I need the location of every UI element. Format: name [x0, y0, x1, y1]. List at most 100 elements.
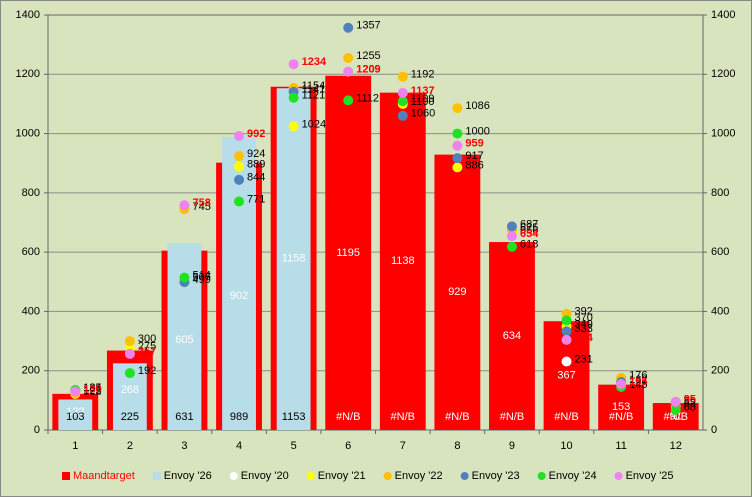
x-tick-label: 4 [236, 440, 242, 452]
point-label: 134 [83, 382, 101, 394]
y2-tick-label: 800 [711, 187, 729, 199]
point-label: 176 [629, 370, 647, 382]
x-tick-label: 12 [670, 440, 682, 452]
y-tick-label: 1200 [16, 68, 40, 80]
point [124, 336, 135, 347]
point-label: 392 [575, 306, 593, 318]
x-tick-label: 6 [345, 440, 351, 452]
bar [222, 136, 256, 430]
point-label: 130 [83, 383, 101, 395]
point [124, 348, 135, 359]
point [561, 356, 572, 367]
y-tick-label: 400 [22, 305, 40, 317]
bar-label: 634 [503, 330, 521, 342]
bar-label: 1195 [336, 247, 360, 259]
bar [58, 399, 93, 430]
point-label: 1141 [302, 84, 326, 96]
y2-tick-label: 1400 [711, 9, 735, 21]
point-label: 514 [192, 270, 210, 282]
bar-label: #N/B [445, 411, 469, 423]
point [124, 368, 135, 379]
point-label: 162 [629, 374, 647, 386]
legend-swatch [460, 472, 469, 480]
bar-label: 989 [230, 411, 248, 423]
x-tick-label: 2 [127, 440, 133, 452]
y2-tick-label: 200 [711, 365, 729, 377]
point-label: 192 [138, 365, 156, 377]
point-label: 1357 [356, 20, 380, 32]
point-label: 1234 [302, 56, 327, 68]
point [234, 151, 245, 162]
legend-label: Envoy '26 [164, 470, 212, 482]
y2-tick-label: 400 [711, 305, 729, 317]
point [343, 66, 354, 77]
bar-label: 631 [175, 411, 193, 423]
point-label: 349 [575, 318, 593, 330]
point-label: 1109 [411, 93, 435, 105]
point [179, 272, 190, 283]
point-label: 666 [520, 224, 538, 236]
bar-label: 1158 [282, 252, 306, 264]
x-tick-label: 8 [454, 440, 460, 452]
point-label: 1100 [411, 96, 435, 108]
point [561, 326, 572, 337]
point-label: 1121 [302, 90, 326, 102]
point [397, 71, 408, 82]
point [343, 52, 354, 63]
point-label: 917 [465, 150, 483, 162]
point-label: 1192 [411, 69, 435, 81]
y2-tick-label: 1200 [711, 68, 735, 80]
point [234, 161, 245, 172]
bar-label: #N/B [336, 411, 360, 423]
point-label: 654 [520, 228, 539, 240]
point-label: 758 [192, 197, 210, 209]
point [561, 315, 572, 326]
point-label: 68 [684, 402, 696, 414]
legend-swatch [383, 472, 392, 480]
y2-tick-label: 1000 [711, 127, 735, 139]
point-label: 89 [684, 396, 696, 408]
point [561, 334, 572, 345]
legend-label: Envoy '24 [549, 470, 597, 482]
x-tick-label: 7 [400, 440, 406, 452]
bar-label: 268 [121, 384, 139, 396]
bar-label: 929 [448, 286, 466, 298]
point [179, 200, 190, 211]
bar-label: 103 [66, 411, 84, 423]
point [397, 87, 408, 98]
point-label: 959 [465, 138, 483, 150]
point [288, 59, 299, 70]
bar-label: #N/B [609, 411, 633, 423]
legend-swatch [152, 472, 161, 480]
point-label: 370 [575, 312, 593, 324]
point [452, 103, 463, 114]
point-label: 95 [684, 394, 696, 406]
bar-label: 605 [175, 334, 193, 346]
bar-label: 1153 [282, 411, 306, 423]
legend-swatch [62, 472, 70, 480]
x-tick-label: 9 [509, 440, 515, 452]
y-tick-label: 600 [22, 246, 40, 258]
bar [276, 88, 311, 430]
point-label: 257 [138, 346, 156, 358]
bar-label: 367 [557, 370, 575, 382]
point-label: 771 [247, 193, 265, 205]
bar [489, 242, 535, 430]
point [397, 110, 408, 121]
point-label: 844 [247, 172, 265, 184]
bar-label: 122 [66, 406, 84, 418]
bar [598, 384, 645, 430]
point [506, 221, 517, 232]
point [397, 96, 408, 107]
point-label: 135 [83, 382, 101, 394]
point-label: 95 [684, 394, 696, 406]
x-tick-label: 3 [181, 440, 187, 452]
point-label: 231 [575, 353, 593, 365]
y2-tick-label: 600 [711, 246, 729, 258]
legend-label: Envoy '22 [395, 470, 443, 482]
point-label: 1137 [411, 85, 435, 97]
point [506, 241, 517, 252]
bar [325, 75, 372, 431]
point-label: 687 [520, 218, 538, 230]
